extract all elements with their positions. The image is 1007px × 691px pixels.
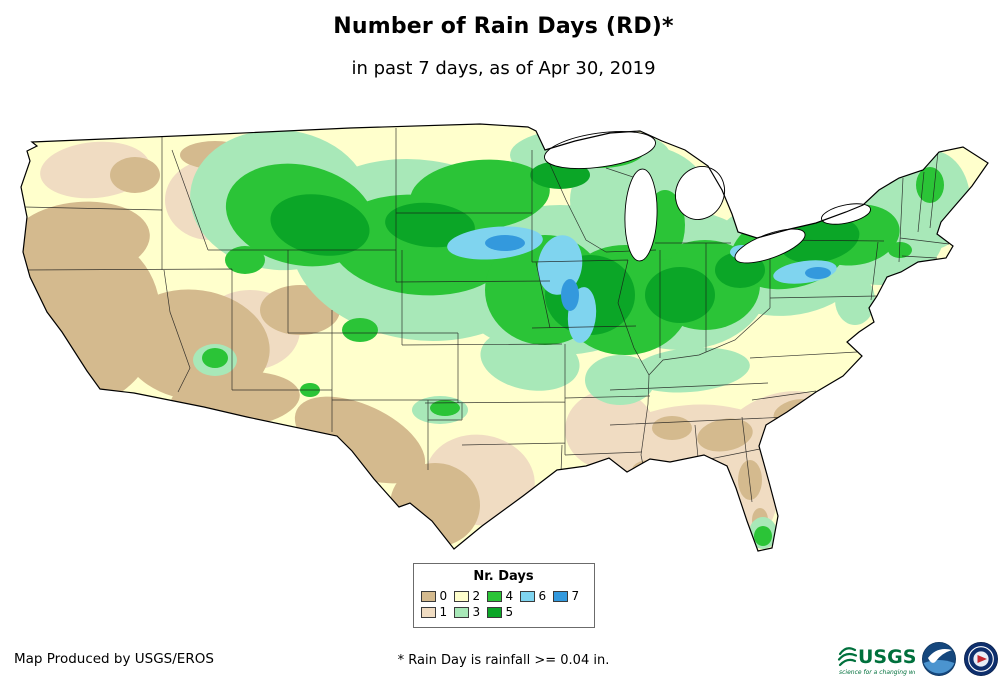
legend-item: 3 bbox=[453, 604, 487, 620]
legend-item-label: 6 bbox=[538, 589, 547, 603]
usgs-logo: USGS science for a changing world bbox=[837, 646, 915, 676]
usgs-ripples-icon bbox=[837, 647, 858, 667]
great-lakes bbox=[544, 130, 871, 264]
us-rain-days-map bbox=[20, 123, 989, 552]
legend-swatch-1 bbox=[420, 606, 436, 618]
nws-logo bbox=[963, 641, 999, 677]
footer-credit: Map Produced by USGS/EROS bbox=[14, 651, 214, 667]
nws-flag-icon bbox=[977, 655, 987, 663]
rain-days-6-region bbox=[447, 226, 837, 343]
noaa-logo bbox=[921, 641, 957, 677]
legend-item-label: 1 bbox=[439, 605, 448, 619]
noaa-seagull-icon bbox=[928, 649, 952, 663]
legend-item: 2 bbox=[453, 588, 487, 604]
legend-swatch-5 bbox=[486, 606, 502, 618]
footer-note: * Rain Day is rainfall >= 0.04 in. bbox=[397, 653, 610, 668]
page-subtitle: in past 7 days, as of Apr 30, 2019 bbox=[351, 58, 656, 79]
lake-huron bbox=[674, 166, 726, 220]
rain-days-5-region bbox=[270, 161, 860, 335]
legend-item-label: 2 bbox=[472, 589, 481, 603]
legend-item-label: 3 bbox=[472, 605, 481, 619]
legend-item-label: 4 bbox=[505, 589, 514, 603]
legend-item: 7 bbox=[552, 588, 586, 604]
legend-item: 0 bbox=[420, 588, 454, 604]
legend-swatch-3 bbox=[453, 606, 469, 618]
legend-swatch-0 bbox=[420, 590, 436, 602]
page-title: Number of Rain Days (RD)* bbox=[333, 14, 674, 39]
legend-item: 1 bbox=[420, 604, 454, 620]
agency-logos: USGS science for a changing world bbox=[837, 641, 999, 677]
legend-swatch-6 bbox=[519, 590, 535, 602]
map-legend: Nr. Days 0 2 4 6 7 bbox=[412, 563, 595, 628]
rain-days-7-region bbox=[485, 235, 831, 311]
legend-title: Nr. Days bbox=[473, 569, 534, 584]
legend-item-label: 0 bbox=[439, 589, 448, 603]
legend-item: 5 bbox=[486, 604, 520, 620]
legend-row-2: 1 3 5 bbox=[420, 604, 587, 620]
lake-superior bbox=[544, 130, 656, 170]
legend-swatch-2 bbox=[453, 590, 469, 602]
legend-item-label: 5 bbox=[505, 605, 514, 619]
lake-michigan bbox=[624, 168, 658, 262]
legend-item: 4 bbox=[486, 588, 520, 604]
usgs-logo-tagline: science for a changing world bbox=[839, 669, 915, 676]
lake-ontario bbox=[821, 203, 871, 225]
legend-item-label: 7 bbox=[571, 589, 580, 603]
lake-erie bbox=[734, 228, 806, 264]
legend-row-1: 0 2 4 6 7 bbox=[420, 588, 587, 604]
legend-swatch-7 bbox=[552, 590, 568, 602]
legend-item: 6 bbox=[519, 588, 553, 604]
usgs-logo-text: USGS bbox=[858, 646, 915, 668]
legend-swatch-4 bbox=[486, 590, 502, 602]
